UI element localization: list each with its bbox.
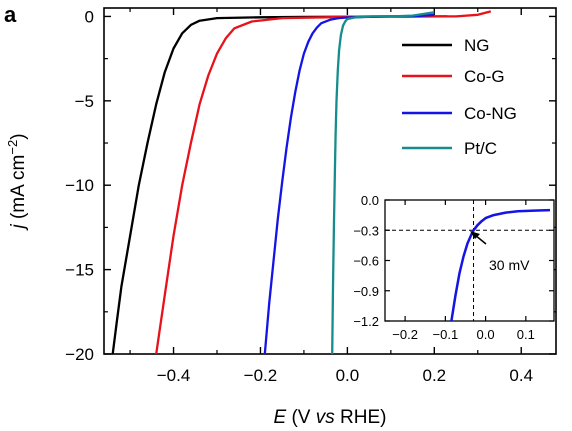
- legend-item-ng: NG: [402, 36, 490, 55]
- inset-y-tick-label: 0.0: [361, 193, 379, 208]
- legend-label-pt-c: Pt/C: [464, 139, 497, 158]
- inset-x-ticks: −0.2 −0.1 0.0 0.1: [392, 200, 535, 342]
- y-tick-label: −5: [75, 92, 94, 111]
- y-tick-label: 0: [85, 7, 94, 26]
- legend-item-co-ng: Co-NG: [402, 104, 517, 123]
- x-tick-label: −0.2: [244, 366, 278, 385]
- series-line-pt-c: [331, 11, 435, 355]
- inset-x-tick-label: 0.1: [517, 327, 535, 342]
- inset-y-tick-label: −0.9: [353, 284, 379, 299]
- x-axis-label: E (V vs RHE): [274, 407, 387, 428]
- legend: NG Co-G Co-NG Pt/C: [402, 36, 517, 158]
- inset-x-tick-label: −0.2: [392, 327, 418, 342]
- inset-y-tick-label: −0.6: [353, 254, 379, 269]
- inset-y-ticks: 0.0 −0.3 −0.6 −0.9 −1.2: [353, 193, 554, 329]
- legend-label-co-g: Co-G: [464, 67, 505, 86]
- x-tick-label: 0.0: [336, 366, 360, 385]
- main-plot: −0.4 −0.2 0.0 0.2 0.4 0 −5 −10 −15 −20: [65, 7, 557, 385]
- inset-y-tick-label: −1.2: [353, 314, 379, 329]
- x-tick-label: 0.4: [509, 366, 533, 385]
- inset-series-line: [450, 208, 551, 322]
- inset-y-tick-label: −0.3: [353, 223, 379, 238]
- legend-item-co-g: Co-G: [402, 67, 505, 86]
- legend-item-pt-c: Pt/C: [402, 139, 497, 158]
- inset-plot: −0.2 −0.1 0.0 0.1 0.0 −0.3 −0.6 −0.9 −1.2 30 mV: [353, 193, 555, 342]
- inset-reference-lines: [385, 200, 554, 321]
- main-series-group: [111, 10, 492, 355]
- panel-label: a: [4, 2, 17, 27]
- annotation-arrowhead: [470, 231, 480, 239]
- main-plot-frame: [103, 7, 557, 355]
- legend-label-ng: NG: [464, 36, 490, 55]
- x-tick-label: 0.2: [422, 366, 446, 385]
- x-tick-label: −0.4: [157, 366, 191, 385]
- main-y-ticks: 0 −5 −10 −15 −20: [65, 7, 556, 364]
- main-x-ticks: −0.4 −0.2 0.0 0.2 0.4: [129, 8, 533, 385]
- y-tick-label: −20: [65, 345, 94, 364]
- inset-x-tick-label: −0.1: [433, 327, 459, 342]
- y-axis-label: j (mA cm−2): [5, 133, 29, 231]
- inset-series-group: [450, 208, 551, 322]
- legend-label-co-ng: Co-NG: [464, 104, 517, 123]
- inset-annotation: 30 mV: [489, 257, 530, 273]
- inset-x-tick-label: 0.0: [477, 327, 495, 342]
- y-tick-label: −10: [65, 176, 94, 195]
- inset-plot-frame: [384, 199, 555, 322]
- y-tick-label: −15: [65, 261, 94, 280]
